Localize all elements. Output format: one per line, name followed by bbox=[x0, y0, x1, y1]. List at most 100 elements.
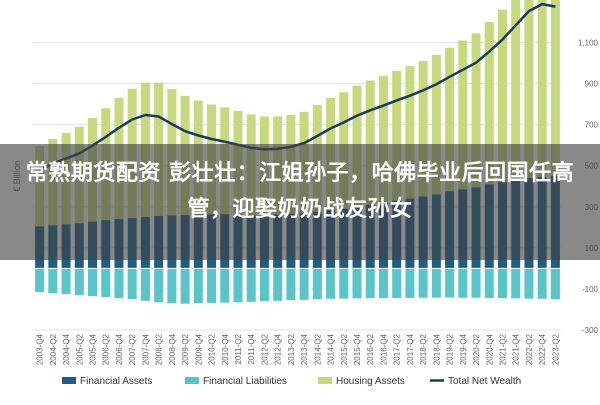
bar-housing-assets bbox=[431, 54, 441, 195]
bar-financial-liabilities bbox=[497, 268, 507, 299]
bar-financial-liabilities bbox=[48, 268, 58, 294]
bar-financial-liabilities bbox=[35, 268, 45, 293]
x-tick-label: 2006-Q2 bbox=[102, 333, 111, 365]
bar-housing-assets bbox=[392, 70, 402, 201]
x-tick-label: 2010-Q4 bbox=[221, 333, 230, 365]
bar-housing-assets bbox=[550, 0, 560, 176]
bar-financial-liabilities bbox=[140, 268, 150, 301]
bar-financial-liabilities bbox=[352, 268, 362, 299]
legend-label-financial-liabilities: Financial Liabilities bbox=[203, 376, 287, 387]
x-tick-label: 2018-Q2 bbox=[419, 333, 428, 365]
bar-housing-assets bbox=[471, 33, 481, 188]
x-tick-label: 2011-Q2 bbox=[234, 333, 243, 364]
x-tick-label: 2020-Q2 bbox=[472, 333, 481, 365]
bar-financial-liabilities bbox=[339, 268, 349, 299]
bar-financial-liabilities bbox=[286, 268, 296, 301]
y-tick-label: 700 bbox=[585, 121, 599, 130]
x-tick-label: 2009-Q4 bbox=[194, 333, 203, 365]
bar-financial-liabilities bbox=[312, 268, 322, 300]
legend-swatch-financial-liabilities bbox=[185, 377, 199, 384]
bar-financial-liabilities bbox=[326, 268, 336, 299]
x-tick-label: 2005-Q4 bbox=[89, 333, 98, 365]
bar-housing-assets bbox=[405, 66, 415, 199]
bar-housing-assets bbox=[378, 75, 388, 203]
bar-housing-assets bbox=[445, 47, 455, 192]
y-tick-label: 1,100 bbox=[578, 39, 599, 48]
bar-housing-assets bbox=[458, 40, 468, 190]
legend-label-financial-assets: Financial Assets bbox=[80, 376, 152, 387]
bar-financial-liabilities bbox=[259, 268, 269, 302]
bar-financial-liabilities bbox=[484, 268, 494, 298]
bar-financial-liabilities bbox=[220, 268, 230, 303]
bar-financial-liabilities bbox=[405, 268, 415, 298]
x-tick-label: 2012-Q2 bbox=[260, 333, 269, 365]
overlay-headline: 常熟期货配资 彭壮壮：江姐孙子，哈佛毕业后回国任高管，迎娶奶奶战友孙女 bbox=[25, 161, 575, 222]
bar-financial-liabilities bbox=[378, 268, 388, 299]
x-tick-label: 2005-Q2 bbox=[75, 333, 84, 365]
bar-financial-liabilities bbox=[511, 268, 521, 299]
bar-financial-liabilities bbox=[365, 268, 375, 299]
x-tick-label: 2023-Q2 bbox=[551, 333, 560, 365]
x-tick-label: 2017-Q4 bbox=[406, 333, 415, 365]
overlay-band bbox=[0, 144, 600, 260]
bar-financial-liabilities bbox=[273, 268, 283, 301]
x-tick-label: 2016-Q4 bbox=[379, 333, 388, 365]
y-tick-label: -300 bbox=[582, 326, 599, 335]
bar-financial-liabilities bbox=[233, 268, 243, 303]
bar-housing-assets bbox=[365, 80, 375, 205]
bar-financial-liabilities bbox=[458, 268, 468, 298]
x-tick-label: 2013-Q4 bbox=[300, 333, 309, 365]
legend-swatch-financial-assets bbox=[62, 377, 76, 384]
bar-financial-liabilities bbox=[418, 268, 428, 298]
legend-label-housing-assets: Housing Assets bbox=[336, 376, 405, 387]
bar-financial-liabilities bbox=[392, 268, 402, 298]
bar-financial-liabilities bbox=[445, 268, 455, 298]
x-tick-label: 2013-Q2 bbox=[287, 333, 296, 365]
bar-financial-liabilities bbox=[114, 268, 124, 299]
y-tick-label: 900 bbox=[585, 80, 599, 89]
bar-financial-liabilities bbox=[524, 268, 534, 299]
bar-housing-assets bbox=[418, 61, 428, 197]
bar-financial-liabilities bbox=[193, 268, 203, 304]
x-tick-label: 2016-Q2 bbox=[366, 333, 375, 365]
bar-housing-assets bbox=[497, 9, 507, 183]
bar-financial-liabilities bbox=[246, 268, 256, 302]
x-tick-label: 2004-Q4 bbox=[62, 333, 71, 365]
x-tick-label: 2010-Q2 bbox=[208, 333, 217, 365]
x-tick-label: 2011-Q4 bbox=[247, 333, 256, 364]
bar-financial-liabilities bbox=[471, 268, 481, 298]
x-tick-label: 2014-Q4 bbox=[327, 333, 336, 365]
bar-financial-liabilities bbox=[550, 268, 560, 300]
bar-housing-assets bbox=[484, 22, 494, 185]
x-tick-label: 2018-Q4 bbox=[432, 333, 441, 365]
x-tick-label: 2015-Q4 bbox=[353, 333, 362, 365]
x-tick-label: 2022-Q2 bbox=[525, 333, 534, 365]
x-tick-label: 2009-Q2 bbox=[181, 333, 190, 365]
bar-financial-liabilities bbox=[61, 268, 71, 295]
x-tick-label: 2014-Q2 bbox=[313, 333, 322, 365]
x-tick-label: 2007-Q4 bbox=[141, 333, 150, 365]
x-tick-label: 2008-Q4 bbox=[168, 333, 177, 365]
bar-financial-liabilities bbox=[127, 268, 137, 300]
x-tick-label: 2021-Q2 bbox=[498, 333, 507, 365]
bar-financial-liabilities bbox=[431, 268, 441, 298]
bar-financial-liabilities bbox=[299, 268, 309, 300]
x-tick-label: 2017-Q2 bbox=[393, 333, 402, 365]
bar-financial-liabilities bbox=[207, 268, 217, 303]
y-tick-label: -100 bbox=[582, 285, 599, 294]
x-tick-label: 2015-Q2 bbox=[340, 333, 349, 365]
x-tick-label: 2003-Q4 bbox=[36, 333, 45, 365]
bar-financial-liabilities bbox=[167, 268, 177, 304]
bar-housing-assets bbox=[537, 0, 547, 178]
x-tick-label: 2006-Q4 bbox=[115, 333, 124, 365]
bar-housing-assets bbox=[511, 0, 521, 181]
bar-financial-liabilities bbox=[537, 268, 547, 299]
bar-housing-assets bbox=[524, 0, 534, 179]
x-tick-label: 2021-Q4 bbox=[512, 333, 521, 365]
x-tick-label: 2008-Q2 bbox=[155, 333, 164, 365]
bar-financial-liabilities bbox=[101, 268, 111, 298]
legend-swatch-housing-assets bbox=[318, 377, 332, 384]
x-tick-label: 2022-Q4 bbox=[538, 333, 547, 365]
x-tick-label: 2019-Q2 bbox=[446, 333, 455, 365]
x-tick-label: 2007-Q2 bbox=[128, 333, 137, 365]
